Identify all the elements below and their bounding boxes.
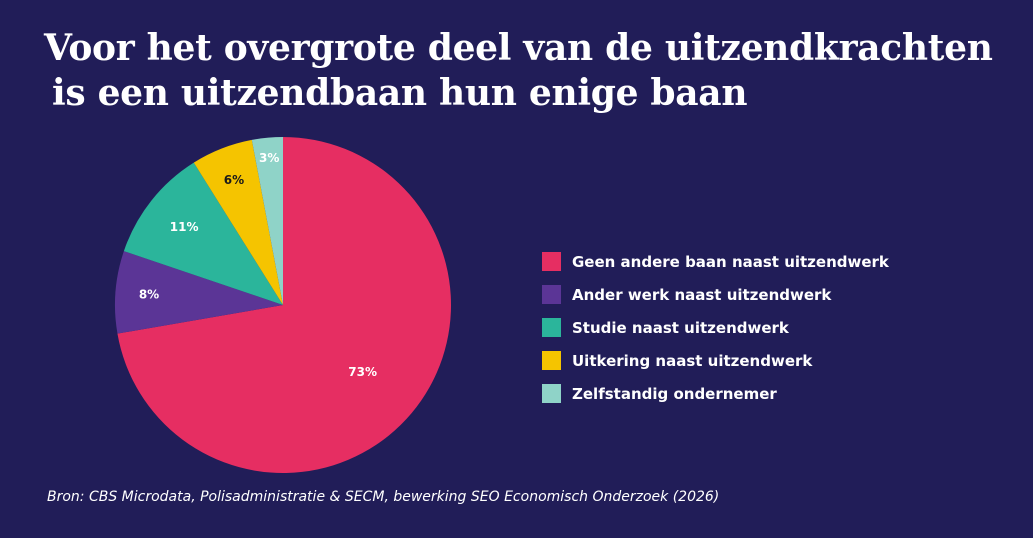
legend-label: Zelfstandig ondernemer	[572, 384, 777, 403]
legend-item-1: Geen andere baan naast uitzendwerk	[542, 245, 889, 278]
pie-slice-label-4: 6%	[224, 173, 244, 187]
pie-slice-label-2: 8%	[139, 288, 159, 302]
chart-title: Voor het overgrote deel van de uitzendkr…	[44, 26, 1004, 116]
legend-swatch	[542, 318, 561, 337]
legend-item-3: Studie naast uitzendwerk	[542, 311, 889, 344]
legend-swatch	[542, 252, 561, 271]
legend-swatch	[542, 351, 561, 370]
pie-slice-1	[117, 137, 451, 474]
pie-slice-5	[251, 137, 283, 305]
chart-legend: Geen andere baan naast uitzendwerk Ander …	[542, 245, 889, 410]
legend-item-4: Uitkering naast uitzendwerk	[542, 344, 889, 377]
legend-label: Studie naast uitzendwerk	[572, 318, 789, 337]
pie-slice-label-1: 73%	[348, 365, 377, 379]
legend-label: Uitkering naast uitzendwerk	[572, 351, 813, 370]
pie-slice-3	[123, 162, 284, 305]
chart-title-line-1: Voor het overgrote deel van de uitzendkr…	[44, 27, 993, 69]
legend-swatch	[542, 285, 561, 304]
pie-slice-label-5: 3%	[259, 151, 279, 165]
legend-label: Geen andere baan naast uitzendwerk	[572, 252, 889, 271]
chart-title-line-2: is een uitzendbaan hun enige baan	[52, 72, 748, 114]
pie-slice-4	[193, 139, 283, 305]
legend-item-2: Ander werk naast uitzendwerk	[542, 278, 889, 311]
pie-slice-label-3: 11%	[170, 220, 199, 234]
source-note: Bron: CBS Microdata, Polisadministratie …	[47, 489, 720, 505]
legend-label: Ander werk naast uitzendwerk	[572, 285, 832, 304]
pie-slice-2	[114, 251, 283, 334]
legend-item-5: Zelfstandig ondernemer	[542, 377, 889, 410]
legend-swatch	[542, 384, 561, 403]
